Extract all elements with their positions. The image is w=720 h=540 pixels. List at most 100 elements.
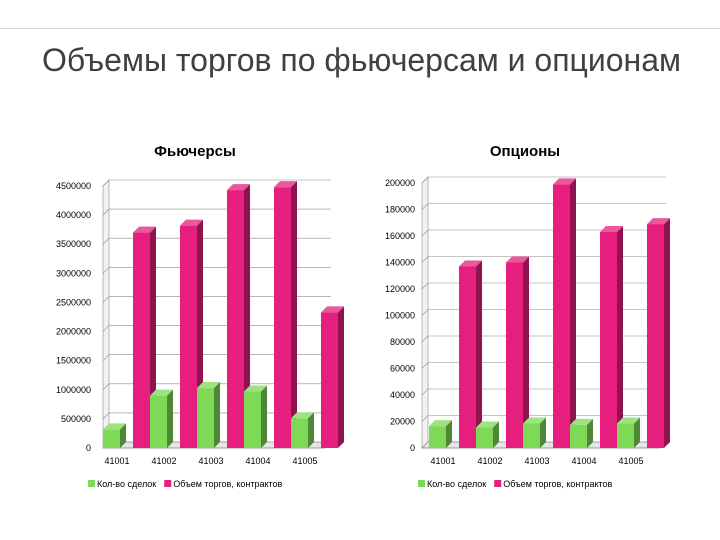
chart-1: 0 500000 1000000 1500000 2000000 2500000 30000… [56,143,344,489]
bar [429,420,452,448]
x-tick-label: 41004 [571,456,596,466]
gridline [421,388,666,396]
gridline [421,256,666,263]
bar-side [587,418,593,448]
chart-title: Опционы [490,143,560,160]
gridline [102,237,331,245]
y-tick-label: 0 [86,443,91,453]
bar-side [523,256,529,448]
gridline [421,229,666,237]
legend-swatch [494,480,502,487]
bar-top [553,178,576,185]
bar [150,389,173,448]
x-tick-label: 41002 [151,456,176,466]
bar-front [103,429,120,448]
bar [617,417,640,448]
bar-front [321,312,338,448]
y-tick-label: 2000000 [56,327,91,337]
gridline [421,282,666,290]
y-tick-label: 2500000 [56,297,91,307]
y-tick-label: 3000000 [56,268,91,278]
legend-label: Кол-во сделок [97,479,156,489]
bar-front [523,423,540,448]
slide-title: Объемы торгов по фьючерсам и опционам [42,42,682,78]
gridline [421,335,666,343]
legend-swatch [88,480,95,487]
bar-top [197,382,220,389]
bar-front [553,184,570,448]
chart-2: 0 20000 40000 60000 80000 100000 120000 140000 1… [385,143,670,489]
bar-top [523,417,546,424]
bar-top [617,417,640,424]
bar [244,385,267,448]
y-tick-label: 160000 [385,231,415,241]
bar-side [446,420,452,448]
gridline [102,208,331,216]
bar-side [664,218,670,448]
gridline [421,203,666,210]
bar-top [103,423,126,430]
bar-side [261,385,267,448]
y-tick-label: 120000 [385,284,415,294]
bar-side [338,306,344,448]
side-wall [102,179,110,449]
bar [553,178,576,448]
bar-top [150,389,173,396]
bar-front [617,423,634,448]
bar [227,184,250,448]
bar [570,418,593,448]
y-tick-label: 80000 [390,337,415,347]
bar-front [274,187,291,449]
y-tick-label: 0 [410,443,415,453]
x-tick-label: 41002 [477,456,502,466]
gridline [102,325,331,332]
gridline [421,309,666,316]
y-tick-label: 40000 [390,390,415,400]
bar-front [506,262,523,448]
bar-top [570,418,593,425]
bar-top [244,385,267,392]
bar-side [214,382,220,448]
legend-swatch [418,480,425,487]
y-tick-label: 200000 [385,178,415,188]
bar-side [476,260,482,448]
gridline [421,176,666,184]
bar-top [429,420,452,427]
y-tick-label: 1000000 [56,385,91,395]
bar [647,218,670,448]
gridline [102,383,331,390]
bar-top [647,218,670,225]
bar-side [493,421,499,448]
bar-front [429,426,446,448]
bar-side [634,417,640,448]
x-tick-label: 41003 [198,456,223,466]
bar-side [244,184,250,448]
gridline [102,354,331,361]
bar-front [133,232,150,448]
x-tick-label: 41005 [618,456,643,466]
bar-side [570,178,576,448]
x-tick-label: 41005 [292,456,317,466]
y-tick-label: 20000 [390,417,415,427]
x-tick-label: 41001 [104,456,129,466]
legend-label: Объем торгов, контрактов [173,479,282,489]
bar-side [120,423,126,448]
bar-front [459,266,476,448]
gridline [102,267,331,274]
bar-front [476,427,493,448]
bar-side [291,181,297,449]
y-tick-label: 500000 [61,414,91,424]
bar-top [291,412,314,419]
bar [274,181,297,449]
bar-top [321,306,344,313]
bar-top [506,256,529,263]
bar-side [308,412,314,448]
x-tick-label: 41003 [524,456,549,466]
bar [459,260,482,448]
bar [476,421,499,448]
y-tick-label: 100000 [385,311,415,321]
y-tick-label: 140000 [385,258,415,268]
bar [523,417,546,448]
bar-top [600,226,623,233]
